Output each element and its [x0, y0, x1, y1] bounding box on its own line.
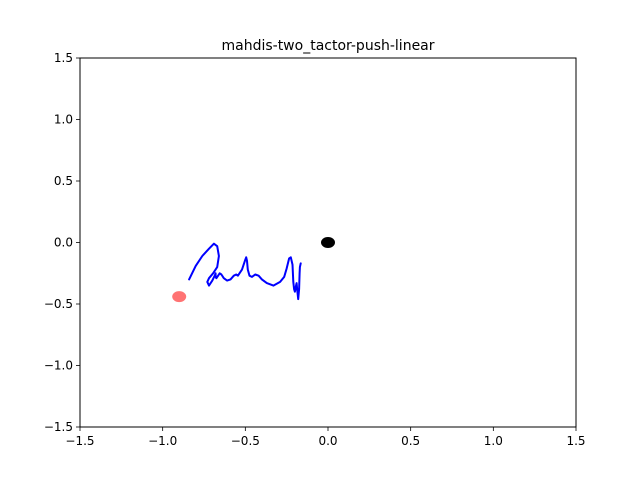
data-layer	[172, 237, 335, 303]
x-tick-label: 0.0	[318, 434, 337, 448]
y-tick-label: −1.5	[44, 420, 73, 434]
target-point	[172, 291, 187, 303]
y-axis: 1.5 1.0 0.5 0.0 −0.5 −1.0 −1.5	[44, 51, 80, 434]
x-tick-label: −1.5	[65, 434, 94, 448]
y-tick-label: 0.5	[54, 174, 73, 188]
y-tick-label: −0.5	[44, 297, 73, 311]
x-tick-label: −1.0	[148, 434, 177, 448]
y-tick-label: 1.0	[54, 113, 73, 127]
plot-area	[79, 57, 577, 428]
y-tick-label: 1.5	[54, 51, 73, 65]
object-point	[321, 237, 335, 248]
trajectory-line	[188, 242, 302, 301]
x-tick-label: 0.5	[401, 434, 420, 448]
x-tick-label: −0.5	[231, 434, 260, 448]
x-tick-label: 1.0	[484, 434, 503, 448]
y-tick-label: 0.0	[54, 236, 73, 250]
x-tick-label: 1.5	[566, 434, 585, 448]
y-tick-label: −1.0	[44, 359, 73, 373]
chart-title: mahdis-two_tactor-push-linear	[221, 38, 434, 54]
x-axis: −1.5 −1.0 −0.5 0.0 0.5 1.0 1.5	[65, 427, 586, 448]
